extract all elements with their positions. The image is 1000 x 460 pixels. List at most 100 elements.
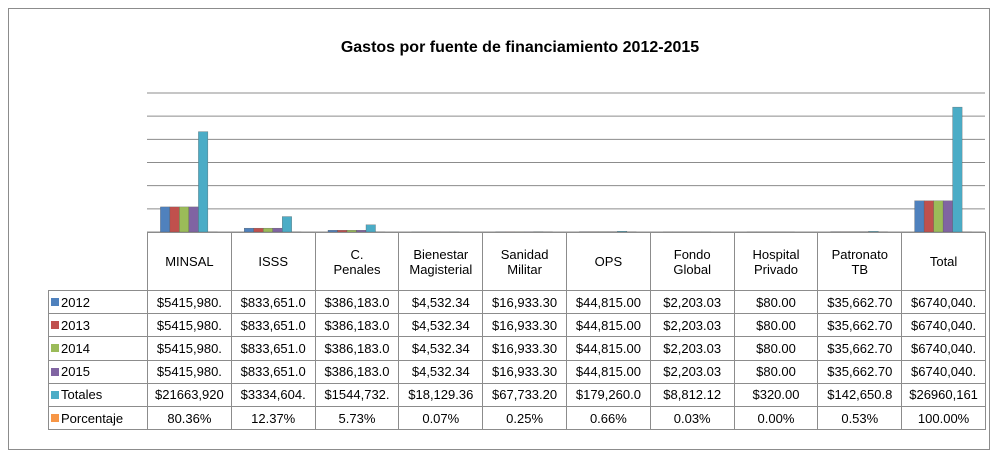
legend-label: 2014 (61, 340, 90, 356)
table-value: $16,933.30 (482, 313, 567, 338)
table-value: $6740,040. (901, 290, 986, 315)
table-value: $18,129.36 (398, 382, 484, 407)
bar (282, 216, 292, 233)
table-value: $4,532.34 (398, 290, 484, 315)
table-header: MINSAL (147, 232, 232, 291)
bar (198, 131, 209, 233)
table-header: Total (901, 232, 986, 291)
table-value: $5415,980. (147, 290, 232, 315)
bar (942, 200, 953, 233)
table-header: Patronato TB (817, 232, 903, 291)
table-value: 0.66% (566, 406, 651, 431)
table-value: $2,203.03 (649, 336, 735, 361)
table-value: $2,203.03 (649, 290, 735, 315)
table-value: $4,532.34 (398, 313, 484, 338)
table-value: 0.03% (649, 406, 735, 431)
legend-key (51, 298, 59, 307)
table-value: $80.00 (733, 359, 819, 384)
table-value: $44,815.00 (566, 359, 651, 384)
table-value: $833,651.0 (230, 336, 316, 361)
table-value: $386,183.0 (314, 313, 400, 338)
bar (160, 206, 171, 233)
bar (952, 106, 963, 233)
table-header: OPS (566, 232, 651, 291)
table-value: $833,651.0 (230, 290, 316, 315)
table-value: $4,532.34 (398, 336, 484, 361)
bar (188, 206, 199, 233)
chart-frame (8, 8, 990, 450)
legend-entry: 2014 (48, 336, 148, 361)
legend-entry: 2015 (48, 359, 148, 384)
bar (169, 206, 180, 233)
table-value: $16,933.30 (482, 336, 567, 361)
table-value: $5415,980. (147, 336, 232, 361)
table-value: $35,662.70 (817, 290, 903, 315)
table-value: $386,183.0 (314, 290, 400, 315)
bar (179, 206, 190, 233)
table-value: 5.73% (314, 406, 400, 431)
table-value: $179,260.0 (566, 382, 651, 407)
table-value: $44,815.00 (566, 313, 651, 338)
legend-label: Porcentaje (61, 410, 124, 426)
table-value: $21663,920 (147, 382, 232, 407)
legend-key (51, 390, 59, 399)
table-value: $4,532.34 (398, 359, 484, 384)
table-value: $6740,040. (901, 359, 986, 384)
table-value: $26960,161 (901, 382, 986, 407)
table-value: $833,651.0 (230, 359, 316, 384)
table-value: $35,662.70 (817, 359, 903, 384)
legend-entry: 2012 (48, 290, 148, 315)
bar (914, 200, 925, 233)
table-value: $833,651.0 (230, 313, 316, 338)
table-value: 0.07% (398, 406, 484, 431)
legend-label: 2012 (61, 294, 90, 310)
legend-entry: 2013 (48, 313, 148, 338)
table-value: $80.00 (733, 313, 819, 338)
bar (868, 231, 879, 233)
table-value: 100.00% (901, 406, 986, 431)
table-value: $6740,040. (901, 313, 986, 338)
chart-title: Gastos por fuente de financiamiento 2012… (341, 39, 699, 56)
table-value: $386,183.0 (314, 336, 400, 361)
table-value: $2,203.03 (649, 313, 735, 338)
table-value: 12.37% (230, 406, 316, 431)
table-header: C. Penales (314, 232, 400, 291)
table-header: ISSS (230, 232, 316, 291)
table-header: Hospital Privado (733, 232, 819, 291)
table-value: $80.00 (733, 290, 819, 315)
legend-key (51, 344, 59, 353)
table-value: 0.53% (817, 406, 903, 431)
legend-key (51, 414, 59, 423)
legend-key (51, 367, 59, 376)
legend-label: 2015 (61, 364, 90, 380)
legend-entry: Porcentaje (48, 406, 148, 431)
table-value: $1544,732. (314, 382, 400, 407)
table-value: $5415,980. (147, 359, 232, 384)
table-value: $35,662.70 (817, 313, 903, 338)
table-value: 0.25% (482, 406, 567, 431)
table-value: $6740,040. (901, 336, 986, 361)
table-header: Sanidad Militar (482, 232, 567, 291)
table-value: $44,815.00 (566, 336, 651, 361)
table-value: $8,812.12 (649, 382, 735, 407)
table-value: $5415,980. (147, 313, 232, 338)
legend-label: Totales (61, 387, 103, 403)
legend-key (51, 321, 59, 330)
table-value: $44,815.00 (566, 290, 651, 315)
bar (933, 200, 944, 233)
legend-label: 2013 (61, 317, 90, 333)
bar (923, 200, 934, 233)
table-value: $67,733.20 (482, 382, 567, 407)
table-header: Bienestar Magisterial (398, 232, 484, 291)
table-value: $16,933.30 (482, 290, 567, 315)
table-value: $35,662.70 (817, 336, 903, 361)
table-value: $3334,604. (230, 382, 316, 407)
table-header: Fondo Global (649, 232, 735, 291)
bar (365, 224, 376, 233)
table-value: $386,183.0 (314, 359, 400, 384)
table-value: 0.00% (733, 406, 819, 431)
table-value: $80.00 (733, 336, 819, 361)
table-value: $320.00 (733, 382, 819, 407)
